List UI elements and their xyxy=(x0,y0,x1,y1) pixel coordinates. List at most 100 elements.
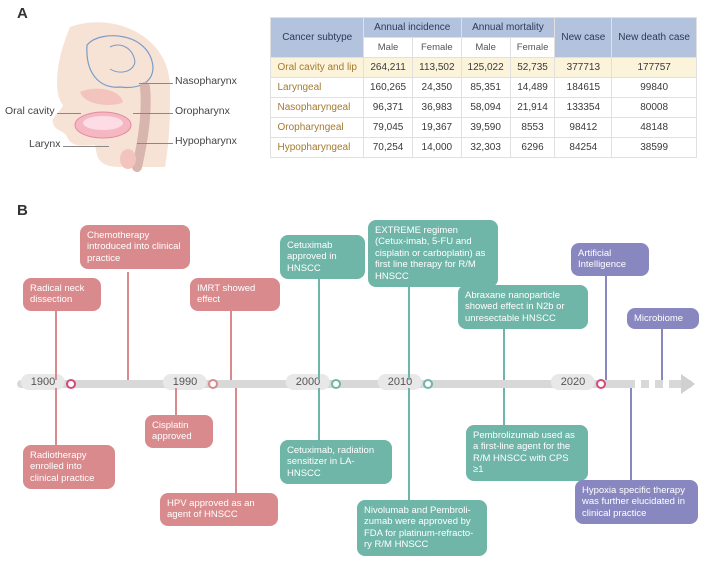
table-cell: 52,735 xyxy=(510,58,555,78)
label-larynx: Larynx xyxy=(29,138,61,150)
year-marker xyxy=(423,379,433,389)
event-stem xyxy=(408,388,410,500)
table-cell: 32,303 xyxy=(461,138,510,158)
axis-dash xyxy=(649,380,655,388)
timeline-event: Cetuximab, radiation sensitizer in LA-HN… xyxy=(280,440,392,484)
table-cell: 48148 xyxy=(612,118,697,138)
year-bubble: 2020 xyxy=(551,374,595,390)
event-stem xyxy=(175,388,177,415)
leader-line xyxy=(63,146,109,147)
table-cell: 14,489 xyxy=(510,78,555,98)
timeline-event: Radical neck dissection xyxy=(23,278,101,311)
timeline-event: Chemotherapy introduced into clinical pr… xyxy=(80,225,190,269)
table-cell: 24,350 xyxy=(413,78,461,98)
leader-line xyxy=(137,143,173,144)
panel-b-label: B xyxy=(17,202,28,219)
label-oropharynx: Oropharynx xyxy=(175,105,230,117)
label-oral-cavity: Oral cavity xyxy=(5,105,55,117)
table-cell: 36,983 xyxy=(413,98,461,118)
year-bubble: 1990 xyxy=(163,374,207,390)
timeline-event: Nivolumab and Pembroli-zumab were approv… xyxy=(357,500,487,556)
table-cell: 38599 xyxy=(612,138,697,158)
event-stem xyxy=(661,328,663,380)
table-cell: Hypopharyngeal xyxy=(271,138,363,158)
table-cell: 70,254 xyxy=(363,138,412,158)
th-male: Male xyxy=(363,38,412,58)
table-cell: 8553 xyxy=(510,118,555,138)
leader-line xyxy=(133,113,173,114)
year-marker xyxy=(208,379,218,389)
table-cell: 113,502 xyxy=(413,58,461,78)
table-cell: 79,045 xyxy=(363,118,412,138)
year-marker xyxy=(331,379,341,389)
th-female: Female xyxy=(510,38,555,58)
table-cell: 264,211 xyxy=(363,58,412,78)
timeline-event: Radiotherapy enrolled into clinical prac… xyxy=(23,445,115,489)
th-female: Female xyxy=(413,38,461,58)
table-cell: 98412 xyxy=(555,118,612,138)
event-stem xyxy=(605,270,607,380)
event-stem xyxy=(235,388,237,493)
event-stem xyxy=(503,327,505,380)
timeline-event: HPV approved as an agent of HNSCC xyxy=(160,493,278,526)
table-cell: 58,094 xyxy=(461,98,510,118)
timeline-event: EXTREME regimen (Cetux-imab, 5-FU and ci… xyxy=(368,220,498,287)
table-row: Oral cavity and lip264,211113,502125,022… xyxy=(271,58,697,78)
label-nasopharynx: Nasopharynx xyxy=(175,75,237,87)
table-cell: 39,590 xyxy=(461,118,510,138)
th-male: Male xyxy=(461,38,510,58)
table-cell: 84254 xyxy=(555,138,612,158)
table-cell: 85,351 xyxy=(461,78,510,98)
table-cell: 184615 xyxy=(555,78,612,98)
table-row: Laryngeal160,26524,35085,35114,489184615… xyxy=(271,78,697,98)
table-cell: 99840 xyxy=(612,78,697,98)
table-row: Oropharyngeal79,04519,36739,590855398412… xyxy=(271,118,697,138)
table-cell: 21,914 xyxy=(510,98,555,118)
table-row: Hypopharyngeal70,25414,00032,30362968425… xyxy=(271,138,697,158)
timeline-event: Cisplatin approved xyxy=(145,415,213,448)
table-cell: 125,022 xyxy=(461,58,510,78)
leader-line xyxy=(57,113,81,114)
table-cell: Oral cavity and lip xyxy=(271,58,363,78)
year-marker xyxy=(596,379,606,389)
year-marker xyxy=(66,379,76,389)
epidemiology-table: Cancer subtype Annual incidence Annual m… xyxy=(270,17,697,158)
timeline-event: Hypoxia specific therapy was further elu… xyxy=(575,480,698,524)
table-cell: Nasopharyngeal xyxy=(271,98,363,118)
th-newcase: New case xyxy=(555,18,612,58)
table-cell: 177757 xyxy=(612,58,697,78)
table-cell: 80008 xyxy=(612,98,697,118)
event-stem xyxy=(127,272,129,380)
table-cell: Laryngeal xyxy=(271,78,363,98)
timeline-event: Abraxane nanoparticle showed effect in N… xyxy=(458,285,588,329)
year-bubble: 2010 xyxy=(378,374,422,390)
th-newdeath: New death case xyxy=(612,18,697,58)
table-cell: 96,371 xyxy=(363,98,412,118)
leader-line xyxy=(139,83,173,84)
table-cell: 14,000 xyxy=(413,138,461,158)
table-cell: 6296 xyxy=(510,138,555,158)
timeline-event: Cetuximab approved in HNSCC xyxy=(280,235,365,279)
event-stem xyxy=(230,305,232,380)
event-stem xyxy=(55,305,57,380)
th-mortality: Annual mortality xyxy=(461,18,555,38)
timeline-arrowhead xyxy=(681,374,695,394)
event-stem xyxy=(55,388,57,445)
axis-dash xyxy=(663,380,669,388)
event-stem xyxy=(318,275,320,380)
head-anatomy-illustration xyxy=(25,17,185,182)
timeline-event: IMRT showed effect xyxy=(190,278,280,311)
year-bubble: 2000 xyxy=(286,374,330,390)
timeline-event: Microbiome xyxy=(627,308,699,329)
th-incidence: Annual incidence xyxy=(363,18,461,38)
table-cell: 19,367 xyxy=(413,118,461,138)
table-cell: 160,265 xyxy=(363,78,412,98)
event-stem xyxy=(503,388,505,425)
timeline-event: Artificial Intelligence xyxy=(571,243,649,276)
panel-b: B 19001990200020102020Radical neck disse… xyxy=(5,200,705,580)
table-cell: 133354 xyxy=(555,98,612,118)
label-hypopharynx: Hypopharynx xyxy=(175,135,237,147)
table-header-row: Cancer subtype Annual incidence Annual m… xyxy=(271,18,697,38)
event-stem xyxy=(408,275,410,380)
table-cell: Oropharyngeal xyxy=(271,118,363,138)
